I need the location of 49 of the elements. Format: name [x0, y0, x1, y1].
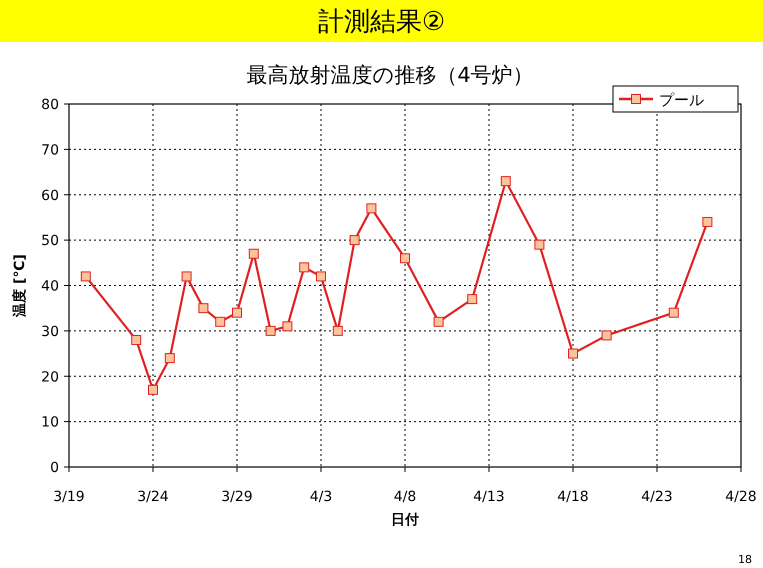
- x-tick-label: 4/18: [557, 489, 589, 505]
- point: [568, 348, 578, 359]
- point: [198, 303, 208, 314]
- point: [467, 294, 478, 304]
- point: [668, 308, 679, 318]
- point: [182, 271, 192, 282]
- point: [299, 262, 310, 272]
- point: [332, 326, 343, 336]
- x-tick-label: 4/23: [641, 489, 673, 505]
- legend-label: プール: [659, 91, 704, 109]
- x-axis-title: 日付: [391, 512, 419, 528]
- y-tick-label: 20: [41, 369, 59, 386]
- point: [702, 216, 712, 227]
- y-tick-label: 10: [41, 414, 59, 431]
- point: [282, 321, 292, 332]
- chart-subtitle: 最高放射温度の推移（4号炉）: [246, 63, 534, 87]
- y-tick-label: 70: [41, 142, 59, 158]
- point: [400, 253, 410, 264]
- point: [232, 308, 242, 318]
- point: [434, 316, 444, 327]
- y-tick-label: 30: [41, 324, 59, 340]
- point: [534, 240, 544, 250]
- point: [350, 235, 360, 246]
- point: [215, 316, 226, 327]
- x-tick-label: 4/13: [473, 489, 505, 505]
- y-tick-label: 60: [41, 188, 59, 204]
- point: [602, 330, 612, 340]
- x-tick-label: 3/29: [221, 489, 253, 505]
- y-tick-label: 80: [41, 97, 59, 113]
- y-tick-label: 50: [41, 233, 59, 250]
- point: [148, 384, 158, 395]
- y-tick-label: 0: [50, 460, 59, 476]
- chart-title: 計測結果②: [318, 7, 446, 37]
- point: [164, 353, 175, 364]
- y-tick-label: 40: [41, 278, 59, 294]
- point: [131, 334, 142, 345]
- point: [500, 176, 511, 186]
- x-tick-label: 4/3: [310, 489, 332, 505]
- x-tick-label: 3/19: [53, 489, 85, 505]
- point: [266, 326, 276, 336]
- x-tick-label: 4/28: [725, 489, 757, 505]
- point: [366, 203, 376, 214]
- point: [316, 271, 326, 282]
- point: [80, 271, 91, 282]
- x-tick-label: 4/8: [394, 489, 416, 505]
- x-tick-label: 3/24: [137, 489, 169, 505]
- y-axis-title: 温度 [℃]: [11, 254, 28, 318]
- text: 18: [738, 553, 752, 566]
- point: [248, 248, 259, 259]
